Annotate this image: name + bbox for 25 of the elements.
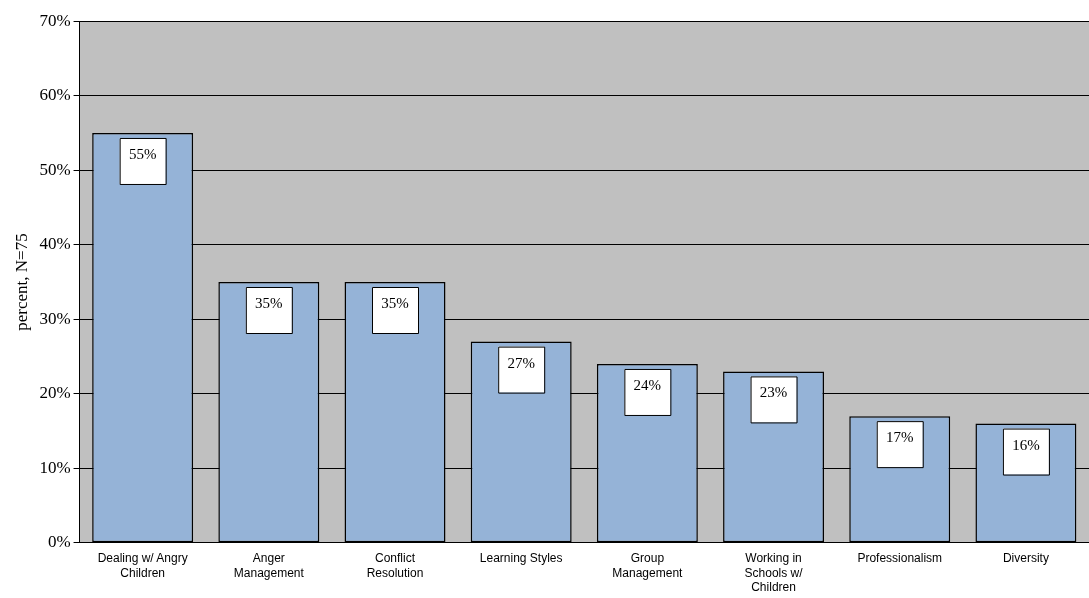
y-tick-label: 30% [39, 308, 71, 328]
data-label: 17% [885, 429, 914, 446]
data-label: 35% [381, 294, 409, 311]
x-tick-label: Group Management [612, 551, 684, 580]
data-label: 35% [255, 294, 283, 311]
x-tick-label: Diversity [1002, 551, 1049, 566]
y-tick-label: 0% [47, 532, 71, 552]
data-label: 55% [128, 145, 157, 162]
x-tick-label: Learning Styles [479, 551, 563, 566]
y-tick-label: 10% [39, 457, 71, 477]
x-tick-label: Conflict Resolution [366, 551, 424, 580]
y-tick-label: 40% [39, 234, 71, 254]
y-tick-label: 50% [39, 159, 71, 179]
x-tick-label: Professionalism [857, 551, 943, 566]
data-label: 16% [1012, 436, 1040, 453]
data-label: 24% [633, 376, 662, 393]
y-tick-label: 20% [39, 383, 71, 403]
x-tick-label: Dealing w/ Angry Children [97, 551, 188, 580]
y-axis-title: percent, N=75 [11, 233, 31, 331]
data-label: 27% [507, 354, 535, 371]
y-tick-label: 60% [39, 85, 71, 105]
x-tick-label: Anger Management [233, 551, 305, 580]
y-tick-label: 70% [39, 10, 71, 30]
data-label: 23% [759, 384, 788, 401]
x-tick-label: Working in Schools w/ Children [744, 551, 804, 595]
